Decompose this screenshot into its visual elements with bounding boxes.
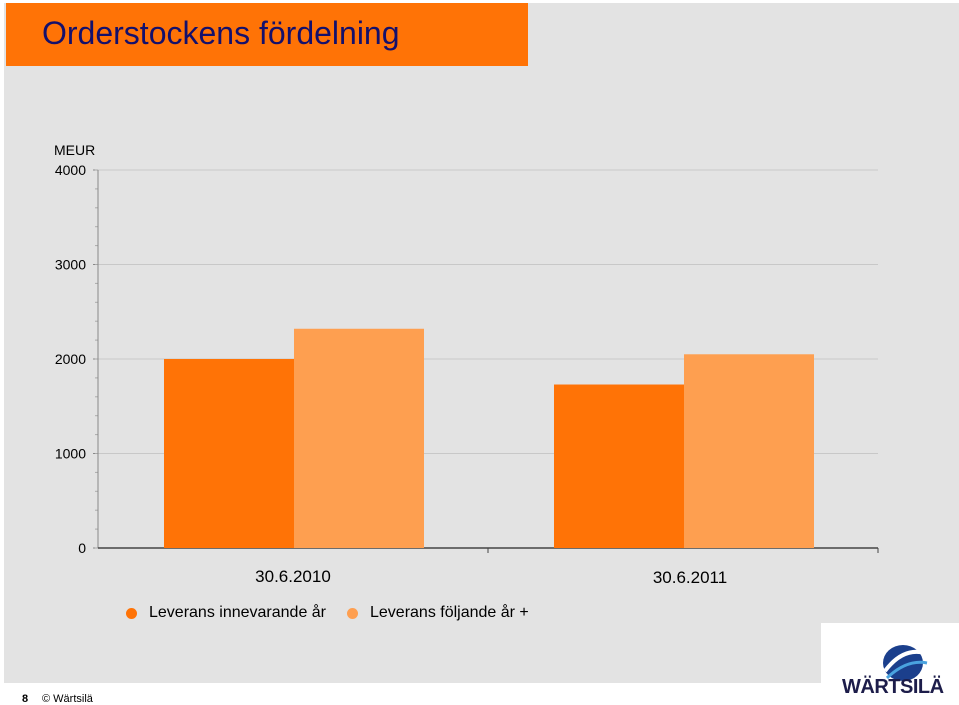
title-bar [6, 3, 528, 66]
bar-1-2 [554, 384, 684, 548]
slide-background [4, 3, 959, 683]
slide-title: Orderstockens fördelning [42, 15, 400, 51]
y-tick-label: 0 [78, 540, 86, 556]
wartsila-logo: WÄRTSILÄ [821, 623, 959, 705]
bar-2-2 [684, 354, 814, 548]
logo-globe-icon [883, 645, 928, 681]
footer-bar [0, 683, 821, 705]
x-category-label: 30.6.2011 [653, 568, 727, 587]
bar-1-1 [164, 359, 294, 548]
legend-swatch-2 [347, 607, 358, 619]
y-tick-label: 3000 [55, 257, 86, 273]
y-tick-label: 4000 [55, 162, 86, 178]
page-number: 8 [22, 693, 29, 705]
legend-label-1: Leverans innevarande år [149, 604, 327, 621]
x-category-label: 30.6.2010 [255, 567, 331, 586]
legend-item-1: Leverans innevarande år [126, 604, 326, 622]
bar-2-1 [294, 328, 424, 548]
copyright-text: © Wärtsilä [42, 693, 93, 705]
y-tick-label: 1000 [55, 446, 86, 462]
y-axis-unit-label: MEUR [54, 142, 96, 158]
legend-swatch-1 [126, 607, 137, 619]
legend-label-2: Leverans följande år + [370, 604, 529, 621]
logo-wordmark: WÄRTSILÄ [842, 676, 944, 698]
y-tick-label: 2000 [55, 351, 86, 367]
legend-item-2: Leverans följande år + [347, 604, 529, 622]
